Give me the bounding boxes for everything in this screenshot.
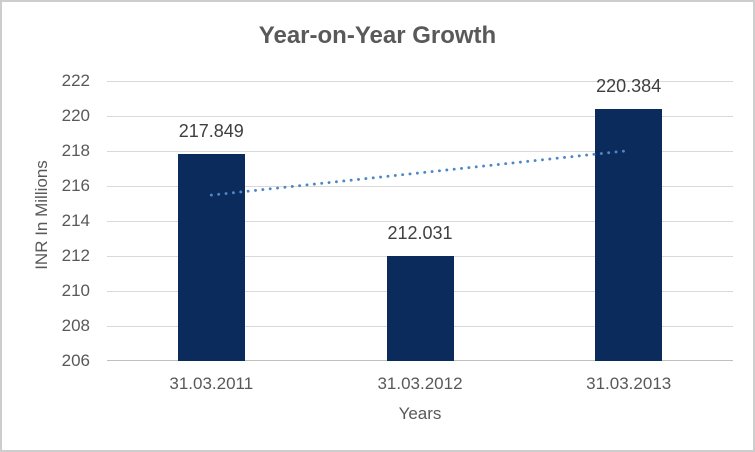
y-tick-label: 206 bbox=[61, 351, 90, 370]
x-tick-label: 31.03.2012 bbox=[377, 374, 463, 393]
y-tick-label: 222 bbox=[61, 71, 90, 90]
gridline bbox=[107, 150, 733, 152]
gridline bbox=[107, 220, 733, 222]
trendline bbox=[209, 149, 631, 197]
y-tick-label: 208 bbox=[61, 316, 90, 335]
plot-area: 217.849 212.031 220.384 bbox=[107, 76, 733, 361]
gridline bbox=[107, 80, 733, 82]
y-tick-label: 216 bbox=[61, 176, 90, 195]
y-tick-label: 210 bbox=[61, 281, 90, 300]
chart-title: Year-on-Year Growth bbox=[258, 22, 497, 49]
gridline bbox=[107, 185, 733, 187]
gridline bbox=[107, 115, 733, 117]
bar-data-label: 220.384 bbox=[596, 76, 662, 97]
y-tick-label: 218 bbox=[61, 141, 90, 160]
x-axis-title: Years bbox=[398, 404, 442, 423]
y-tick-label: 220 bbox=[61, 106, 90, 125]
bar-data-label: 212.031 bbox=[387, 222, 453, 243]
bar bbox=[177, 153, 245, 361]
y-tick-label: 212 bbox=[61, 246, 90, 265]
y-tick-label: 214 bbox=[61, 211, 90, 230]
bar-data-label: 217.849 bbox=[178, 120, 244, 141]
x-tick-label: 31.03.2011 bbox=[169, 374, 254, 393]
bar bbox=[386, 255, 454, 361]
bar bbox=[595, 109, 663, 361]
x-tick-label: 31.03.2013 bbox=[586, 374, 672, 393]
